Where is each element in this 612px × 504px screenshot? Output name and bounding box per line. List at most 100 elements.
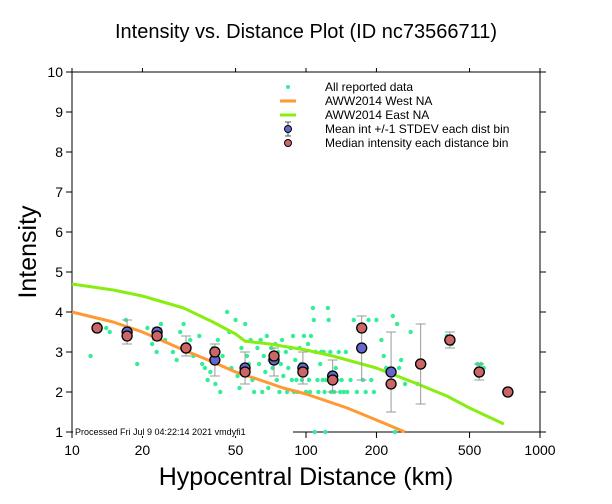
mean-marker xyxy=(356,342,368,354)
data-point xyxy=(366,317,371,323)
y-tick-label: 9 xyxy=(55,104,63,120)
median-marker xyxy=(502,386,514,398)
data-point xyxy=(174,357,179,363)
data-point xyxy=(208,369,213,375)
data-point xyxy=(278,361,283,367)
median-marker xyxy=(91,322,103,334)
data-point xyxy=(396,365,402,371)
data-point xyxy=(197,333,202,339)
data-point xyxy=(337,389,343,395)
data-point xyxy=(312,429,317,435)
median-marker xyxy=(415,358,427,370)
data-point xyxy=(283,349,289,355)
model-curves xyxy=(71,282,505,434)
y-tick-label: 8 xyxy=(55,144,63,160)
y-tick-label: 10 xyxy=(47,64,63,80)
data-point xyxy=(266,385,271,391)
data-point xyxy=(325,305,331,311)
data-point xyxy=(149,341,155,347)
median-marker xyxy=(209,346,221,358)
data-point xyxy=(308,333,314,339)
y-tick-label: 7 xyxy=(55,184,63,200)
processed-note-bg xyxy=(73,424,293,436)
data-point xyxy=(237,385,242,391)
median-marker xyxy=(327,374,339,386)
data-point xyxy=(103,325,109,331)
data-point xyxy=(274,377,279,383)
data-point xyxy=(339,377,344,383)
median-marker xyxy=(121,330,133,342)
data-point xyxy=(289,377,295,383)
data-point xyxy=(213,381,218,387)
data-point xyxy=(286,365,291,371)
data-point xyxy=(323,429,328,435)
data-point xyxy=(145,325,150,331)
data-point xyxy=(306,377,312,383)
data-point xyxy=(341,389,346,395)
data-point xyxy=(354,389,360,395)
y-tick-label: 3 xyxy=(55,344,63,360)
data-point xyxy=(281,373,286,379)
x-tick-label: 100 xyxy=(294,442,318,458)
data-point xyxy=(220,353,225,359)
data-point xyxy=(328,349,333,355)
median-marker xyxy=(239,366,251,378)
data-point xyxy=(239,345,244,351)
data-point xyxy=(394,321,400,327)
data-point xyxy=(351,317,356,323)
data-point xyxy=(374,317,379,323)
data-point xyxy=(402,381,408,387)
data-point xyxy=(255,345,260,351)
data-point xyxy=(315,377,320,383)
data-point xyxy=(305,341,311,347)
median-marker xyxy=(297,366,309,378)
data-point xyxy=(261,353,266,359)
data-point xyxy=(311,317,317,323)
data-point xyxy=(322,389,327,395)
data-point xyxy=(279,337,285,343)
data-point xyxy=(398,357,404,363)
data-point xyxy=(158,321,164,327)
data-point xyxy=(336,349,341,355)
median-marker xyxy=(151,330,163,342)
data-point xyxy=(320,377,326,383)
data-point xyxy=(333,365,338,371)
data-point xyxy=(290,333,296,339)
x-tick-label: 20 xyxy=(135,442,151,458)
legend-label: All reported data xyxy=(325,80,413,94)
data-point xyxy=(343,349,349,355)
chart-title: Intensity vs. Distance Plot (ID nc735667… xyxy=(115,21,497,43)
data-point xyxy=(363,389,368,395)
data-point xyxy=(318,361,323,367)
data-point xyxy=(188,337,193,343)
data-point xyxy=(199,361,205,367)
data-point xyxy=(264,333,270,339)
data-point xyxy=(277,389,282,395)
data-point xyxy=(88,353,93,359)
median-marker xyxy=(385,378,397,390)
median-marker xyxy=(356,322,368,334)
data-point xyxy=(244,353,250,359)
y-axis-title: Intensity xyxy=(14,205,42,299)
y-tick-label: 4 xyxy=(55,304,63,320)
y-tick-label: 1 xyxy=(55,424,63,440)
data-point xyxy=(371,389,377,395)
legend-label: AWW2014 East NA xyxy=(325,108,429,122)
data-point xyxy=(256,361,262,367)
data-point xyxy=(392,429,398,435)
data-point xyxy=(381,353,386,359)
data-point xyxy=(293,357,298,363)
median-marker xyxy=(473,366,485,378)
data-point xyxy=(251,389,257,395)
processed-note: Processed Fri Jul 9 04:22:14 2021 vmdyfi… xyxy=(75,427,246,437)
data-point xyxy=(258,337,263,343)
legend-label: Median intensity each distance bin xyxy=(325,136,508,150)
data-point xyxy=(310,305,316,311)
median-marker xyxy=(444,334,456,346)
data-point xyxy=(263,369,268,375)
data-point xyxy=(369,377,374,383)
east-na-curve xyxy=(71,282,505,426)
data-point xyxy=(170,349,176,355)
